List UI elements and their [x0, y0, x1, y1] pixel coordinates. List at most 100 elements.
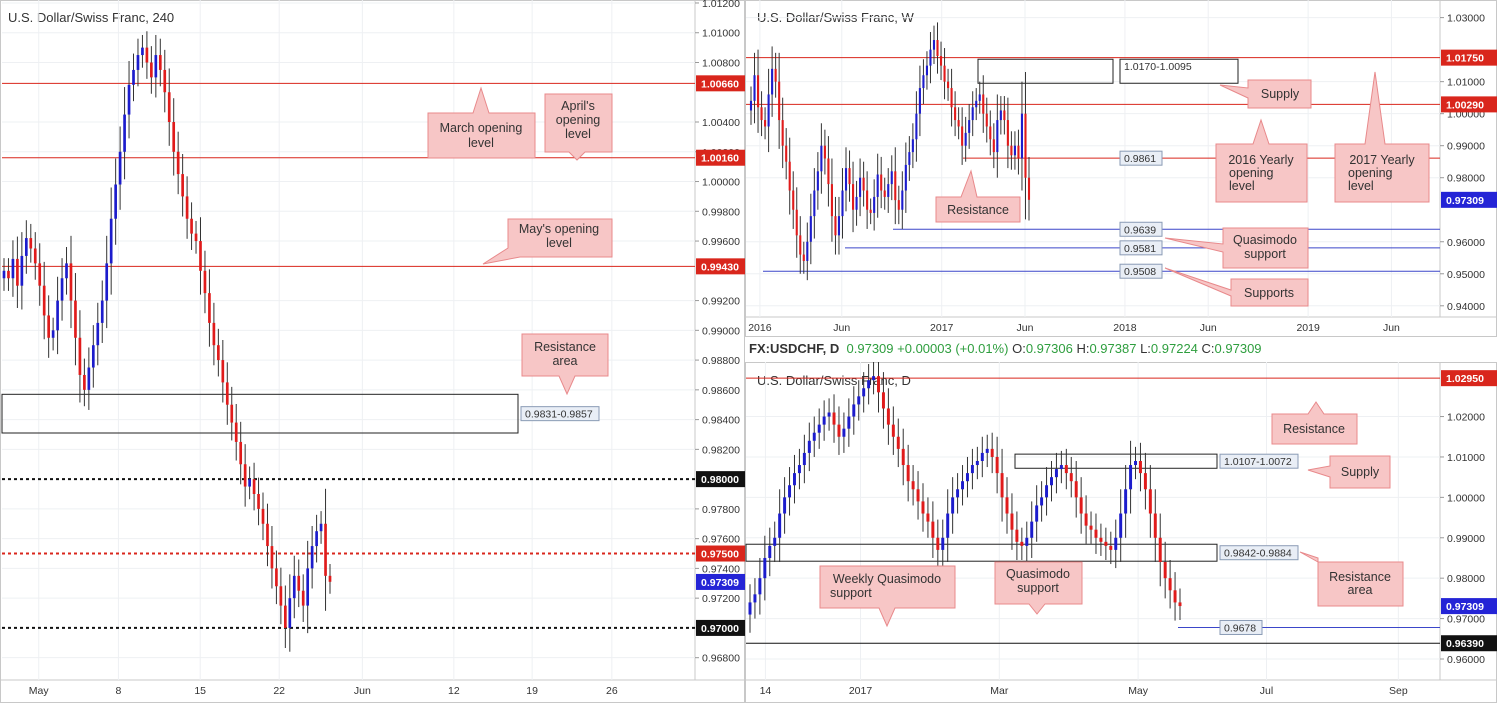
zone-rect — [1, 393, 519, 434]
zone-label: 0.9842-0.9884 — [1224, 548, 1292, 560]
zone-label-box — [520, 406, 600, 422]
candle-up — [758, 578, 762, 595]
y-tick-label: 0.95000 — [1447, 269, 1485, 281]
callout-text: March opening — [440, 121, 523, 135]
candle-down — [176, 151, 180, 175]
candle-down — [297, 575, 301, 591]
candle-up — [1020, 113, 1024, 159]
x-tick-label: 8 — [116, 685, 122, 697]
candle-down — [947, 81, 950, 89]
candle-down — [252, 479, 256, 495]
level-box-label: 0.9508 — [1124, 266, 1156, 278]
candle-down — [990, 448, 994, 457]
candle-up — [771, 68, 774, 95]
candle-up — [65, 263, 68, 279]
callout-resistance-weekly: Resistance — [935, 169, 1021, 223]
candle-down — [185, 196, 189, 219]
candle-up — [956, 489, 960, 498]
y-tick-label: 0.97400 — [702, 563, 740, 575]
candle-down — [880, 174, 883, 191]
candle-up — [783, 497, 787, 514]
symbol-ohlc-header: FX:USDCHF, D 0.97309 +0.00003 (+0.01%) O… — [749, 341, 1262, 356]
candle-up — [970, 465, 974, 474]
candle-down — [150, 62, 153, 78]
price-tag-label: 1.02950 — [1446, 373, 1484, 385]
candle-down — [42, 285, 46, 316]
candle-up — [1054, 469, 1058, 478]
x-tick-label: Jun — [354, 685, 371, 697]
callout-text: level — [565, 127, 591, 141]
zone-label-box — [1219, 545, 1299, 561]
candle-down — [795, 209, 798, 236]
candle-down — [1099, 537, 1103, 542]
callout-text: level — [1348, 179, 1374, 193]
level-box — [1219, 619, 1263, 635]
y-tick-label: 0.97600 — [702, 534, 740, 546]
symbol-label: FX:USDCHF, D — [749, 341, 840, 356]
y-tick-label: 0.98400 — [702, 415, 740, 427]
price-tag-label: 1.00660 — [701, 78, 739, 90]
candle-down — [792, 190, 795, 210]
candle-down — [916, 489, 920, 502]
callout-text: Resistance — [1329, 570, 1391, 584]
current-price-label: 0.97309 — [1446, 601, 1484, 613]
candle-up — [980, 452, 984, 461]
callout-aprils-opening-level: April's opening level — [544, 93, 613, 161]
candle-down — [145, 47, 149, 63]
candle-up — [127, 84, 131, 115]
candle-down — [275, 568, 278, 587]
candle-down — [33, 248, 37, 264]
candle-up — [859, 177, 862, 197]
zone-rect — [1014, 453, 1218, 469]
candle-up — [852, 404, 856, 417]
callout-supply-weekly: Supply — [1219, 79, 1312, 109]
close-label: C: — [1201, 341, 1215, 356]
y-tick-label: 0.99800 — [702, 206, 740, 218]
x-tick-label: Jun — [1017, 322, 1034, 334]
candle-up — [968, 120, 971, 133]
candle-down — [257, 494, 260, 509]
last-price: 0.97309 — [846, 341, 894, 356]
candle-down — [778, 81, 781, 121]
candle-up — [844, 168, 848, 191]
candle-up — [109, 218, 113, 264]
candle-down — [985, 113, 988, 127]
candle-down — [802, 254, 805, 261]
candle-up — [978, 94, 981, 101]
callout-quasimodo-support-weekly: Quasimodo support — [1164, 227, 1309, 269]
candle-down — [284, 605, 287, 628]
candle-down — [1138, 460, 1142, 474]
candle-up — [961, 481, 965, 490]
low-label: L: — [1140, 341, 1151, 356]
zone-rect — [977, 58, 1114, 84]
level-box-label: 0.9639 — [1124, 224, 1156, 236]
level-box-label: 0.9678 — [1224, 622, 1256, 634]
candle-up — [56, 300, 59, 331]
callout-text: Supports — [1244, 286, 1294, 300]
candle-down — [830, 184, 833, 217]
candle-down — [764, 120, 767, 127]
candle-down — [243, 464, 247, 487]
candle-down — [936, 40, 939, 57]
candle-up — [812, 432, 816, 441]
y-tick-label: 0.98800 — [702, 355, 740, 367]
candle-down — [954, 107, 957, 121]
candle-up — [964, 132, 967, 146]
price-tag-label: 0.96390 — [1446, 638, 1484, 650]
candle-down — [225, 382, 229, 405]
x-tick-label: May — [29, 685, 50, 697]
candle-up — [873, 196, 876, 213]
candle-down — [279, 586, 283, 606]
high-label: H: — [1076, 341, 1090, 356]
candle-up — [1059, 465, 1063, 470]
candle-up — [315, 531, 318, 547]
callout-text: area — [552, 354, 577, 368]
candle-down — [1153, 513, 1157, 538]
candle-down — [203, 270, 207, 294]
candle-up — [1030, 521, 1034, 538]
candle-down — [1094, 529, 1098, 538]
candle-down — [989, 126, 992, 140]
candle-down — [1000, 473, 1004, 498]
open-label: O: — [1012, 341, 1026, 356]
level-box-label: 0.9861 — [1124, 153, 1156, 165]
